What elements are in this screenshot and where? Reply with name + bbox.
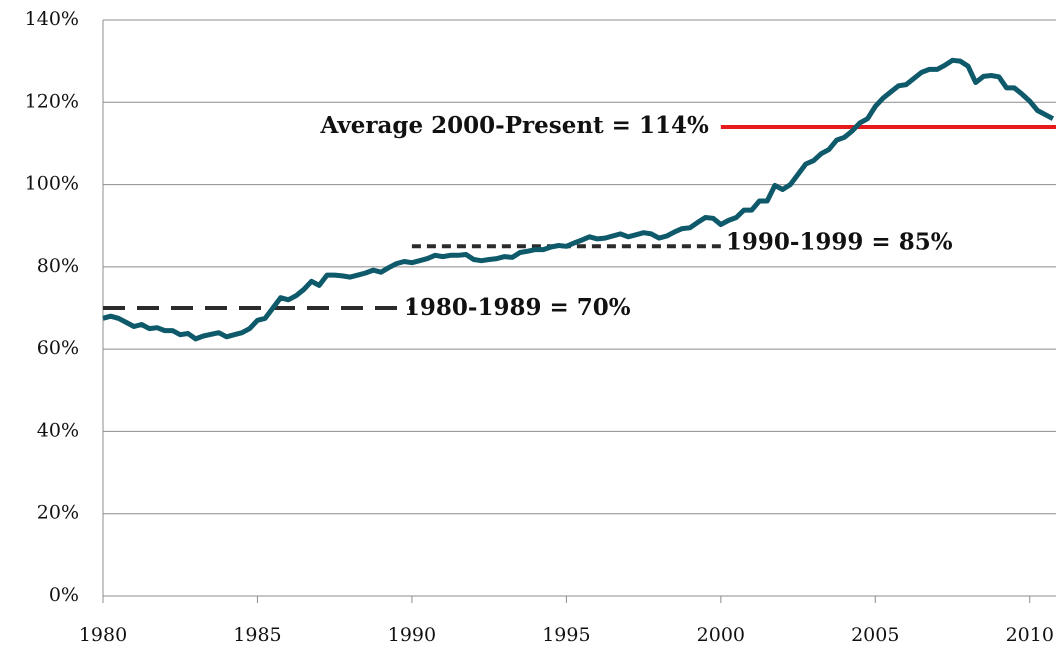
y-tick-label: 80% (37, 255, 79, 277)
average-label: Average 2000-Present = 114% (319, 112, 708, 139)
data-line (102, 57, 1055, 342)
y-tick-label: 120% (25, 90, 79, 112)
y-tick-label: 100% (25, 173, 79, 195)
x-tick-label: 1985 (233, 624, 281, 646)
y-tick-label: 20% (37, 502, 79, 524)
x-tick-label: 2010 (1006, 624, 1054, 646)
y-tick-label: 40% (37, 419, 79, 441)
x-tick-label: 1980 (79, 624, 127, 646)
average-label: 1980-1989 = 70% (404, 294, 631, 321)
x-tick-label: 1995 (542, 624, 590, 646)
x-tick-label: 2000 (697, 624, 745, 646)
average-label: 1990-1999 = 85% (726, 228, 953, 255)
y-tick-label: 60% (37, 337, 79, 359)
x-tick-label: 1990 (388, 624, 436, 646)
x-tick-label: 2005 (851, 624, 899, 646)
y-tick-label: 140% (25, 8, 79, 30)
y-tick-label: 0% (49, 584, 79, 606)
